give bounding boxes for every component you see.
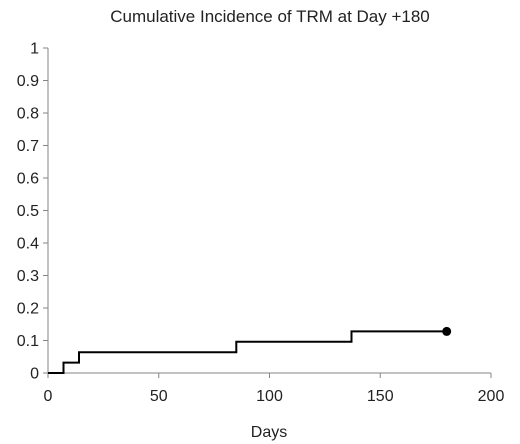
y-tick-label: 0.6 — [17, 171, 39, 188]
x-tick-label: 200 — [478, 388, 505, 405]
series-end-marker — [442, 326, 452, 336]
series-line — [48, 330, 447, 374]
x-tick-label: 0 — [44, 388, 53, 405]
y-tick-label: 0.4 — [17, 236, 39, 253]
plot-area: 0 0.1 0.2 0.3 0.4 0.5 0.6 0.7 0.8 0.9 1 0 50 100 150 20… — [17, 41, 505, 406]
y-tick-label: 0.2 — [17, 301, 39, 318]
y-tick-label: 0.3 — [17, 268, 39, 285]
x-axis-label: Days — [251, 424, 287, 441]
x-tick-label: 150 — [367, 388, 394, 405]
y-tick-label: 0.7 — [17, 138, 39, 155]
chart-title: Cumulative Incidence of TRM at Day +180 — [110, 7, 430, 26]
y-tick-label: 1 — [30, 41, 39, 58]
y-tick-label: 0.5 — [17, 203, 39, 220]
y-tick-label: 0.1 — [17, 333, 39, 350]
y-tick-label: 0.9 — [17, 73, 39, 90]
x-tick-label: 50 — [150, 388, 168, 405]
y-tick-label: 0 — [30, 366, 39, 383]
x-tick-label: 100 — [256, 388, 283, 405]
y-tick-label: 0.8 — [17, 106, 39, 123]
